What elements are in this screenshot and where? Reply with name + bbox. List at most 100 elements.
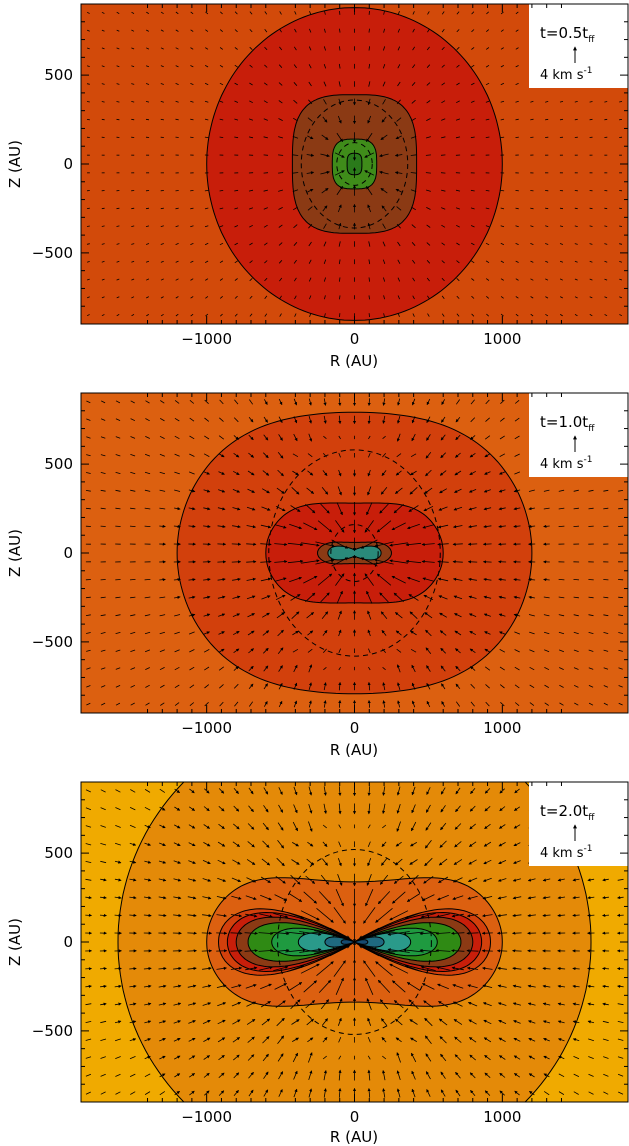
- velocity-arrow: [470, 666, 476, 671]
- velocity-arrow: [264, 277, 268, 282]
- velocity-arrow: [100, 507, 106, 510]
- velocity-arrow: [204, 417, 210, 422]
- velocity-arrow: [86, 65, 90, 67]
- velocity-arrow: [260, 983, 272, 990]
- velocity-arrow: [232, 841, 241, 847]
- velocity-arrow: [320, 592, 330, 603]
- velocity-arrow: [115, 1091, 121, 1095]
- velocity-arrow: [174, 666, 180, 671]
- velocity-arrow: [323, 666, 327, 671]
- velocity-arrow: [204, 684, 210, 689]
- velocity-arrow: [619, 101, 623, 103]
- velocity-arrow: [338, 681, 342, 691]
- velocity-arrow: [307, 206, 313, 211]
- velocity-arrow: [100, 860, 107, 864]
- velocity-arrow: [278, 398, 283, 406]
- velocity-arrow: [454, 452, 461, 458]
- velocity-arrow: [382, 398, 386, 406]
- velocity-arrow: [130, 667, 136, 670]
- velocity-arrow: [309, 313, 312, 317]
- velocity-arrow: [173, 1002, 182, 1006]
- velocity-arrow: [308, 821, 313, 832]
- axes: −1000 0 1000 −500 0 500: [32, 392, 629, 737]
- velocity-arrow: [498, 489, 506, 493]
- velocity-arrow: [305, 1000, 316, 1009]
- velocity-arrow: [484, 666, 491, 671]
- velocity-arrow: [249, 11, 253, 15]
- velocity-arrow: [409, 487, 418, 495]
- velocity-arrow: [515, 11, 519, 15]
- velocity-arrow: [293, 1070, 298, 1080]
- velocity-arrow: [427, 11, 430, 15]
- velocity-arrow: [337, 486, 342, 496]
- velocity-arrow: [543, 507, 550, 510]
- velocity-arrow: [441, 136, 446, 139]
- velocity-arrow: [293, 398, 298, 406]
- velocity-arrow: [514, 631, 521, 635]
- velocity-arrow: [423, 505, 434, 512]
- velocity-arrow: [190, 83, 194, 85]
- velocity-arrow: [100, 454, 106, 457]
- velocity-arrow: [338, 452, 341, 458]
- velocity-arrow: [247, 1036, 255, 1043]
- velocity-arrow: [249, 224, 253, 228]
- velocity-arrow: [144, 579, 151, 581]
- velocity-arrow: [410, 136, 417, 139]
- velocity-arrow: [160, 260, 164, 263]
- velocity-arrow: [188, 1037, 196, 1042]
- velocity-arrow: [114, 967, 122, 971]
- velocity-arrow: [217, 577, 226, 582]
- velocity-arrow: [290, 594, 301, 601]
- velocity-arrow: [203, 471, 210, 475]
- velocity-arrow: [247, 613, 255, 618]
- velocity-arrow: [500, 29, 504, 32]
- velocity-arrow: [274, 560, 288, 564]
- velocity-arrow: [456, 295, 460, 299]
- velocity-arrow: [515, 65, 519, 68]
- velocity-arrow: [426, 682, 431, 690]
- velocity-arrow: [514, 399, 520, 404]
- velocity-arrow: [323, 241, 327, 247]
- velocity-arrow: [160, 11, 164, 15]
- velocity-arrow: [317, 520, 333, 533]
- velocity-arrow: [301, 542, 320, 547]
- velocity-arrow: [338, 415, 342, 425]
- velocity-arrow: [293, 416, 298, 424]
- velocity-arrow: [410, 453, 417, 458]
- velocity-arrow: [246, 877, 257, 883]
- velocity-arrow: [130, 702, 135, 706]
- velocity-arrow: [574, 278, 578, 281]
- velocity-arrow: [301, 559, 320, 564]
- velocity-arrow: [218, 1072, 225, 1078]
- velocity-arrow: [427, 28, 430, 33]
- velocity-arrow: [289, 523, 303, 530]
- velocity-arrow: [116, 83, 120, 85]
- velocity-arrow: [294, 295, 297, 300]
- velocity-arrow: [382, 99, 386, 105]
- velocity-arrow: [218, 435, 225, 440]
- velocity-arrow: [218, 631, 225, 635]
- velocity-arrow: [499, 631, 506, 635]
- velocity-arrow: [323, 81, 327, 87]
- velocity-arrow: [292, 206, 298, 211]
- velocity-arrow: [190, 136, 194, 138]
- velocity-arrow: [217, 841, 226, 847]
- velocity-arrow: [426, 434, 431, 441]
- velocity-arrow: [367, 629, 371, 637]
- velocity-arrow: [308, 433, 313, 442]
- velocity-arrow: [232, 507, 241, 511]
- velocity-arrow: [278, 100, 283, 104]
- velocity-arrow: [618, 507, 624, 510]
- velocity-arrow: [619, 243, 623, 245]
- velocity-arrow: [308, 786, 313, 796]
- velocity-arrow: [470, 683, 476, 689]
- velocity-arrow: [618, 596, 624, 599]
- velocity-arrow: [175, 83, 179, 85]
- velocity-arrow: [338, 666, 341, 671]
- velocity-arrow: [455, 189, 461, 192]
- velocity-arrow: [248, 434, 254, 441]
- velocity-arrow: [485, 118, 490, 121]
- velocity-arrow: [174, 702, 180, 706]
- velocity-arrow: [86, 83, 90, 85]
- velocity-arrow: [455, 207, 461, 210]
